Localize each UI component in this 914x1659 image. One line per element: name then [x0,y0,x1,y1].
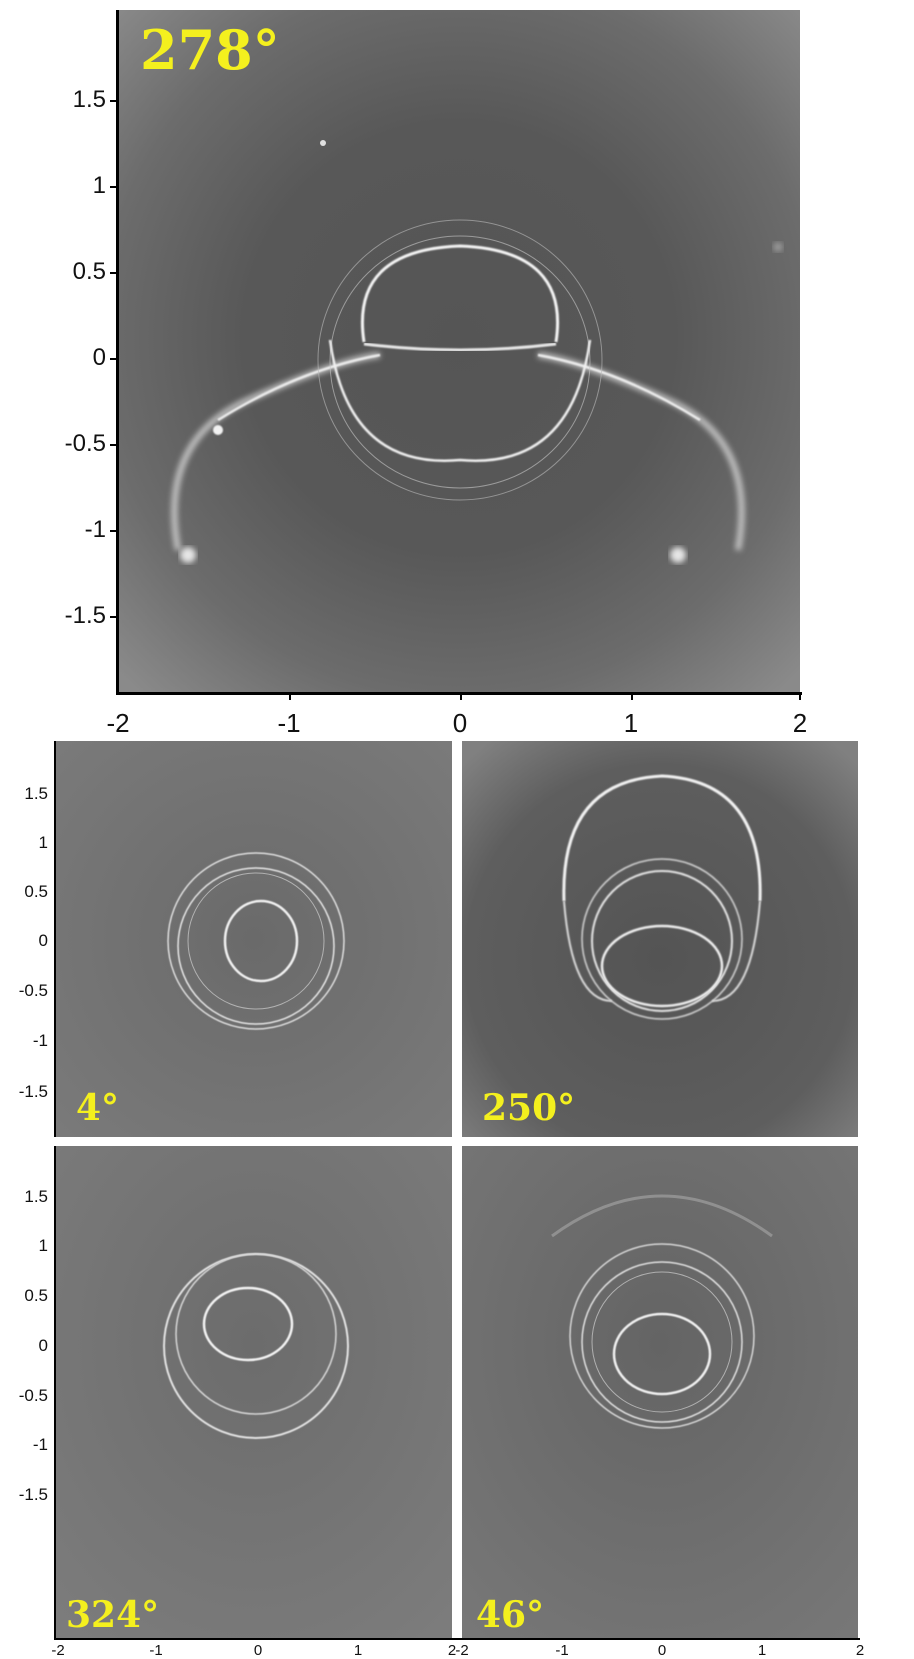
panel-250-deg-rings [462,741,858,1137]
small-x-tick-label: 1 [353,1642,363,1659]
panel-324-deg-label: 324° [66,1594,160,1636]
small-y-tick-label: -1.5 [18,1082,48,1101]
main-y-tick-label: 0 [92,344,106,371]
main-y-tick-mark [110,186,117,188]
main-x-tick-mark [289,694,291,700]
small-x-tick-label: 2 [447,1642,457,1659]
main-y-tick-mark [110,444,117,446]
small-y-tick-label: 1 [38,1236,48,1255]
small-y-tick-label: -0.5 [18,981,48,1000]
main-y-tick-label: 1.5 [72,86,106,113]
small-x-tick-label: -2 [455,1642,469,1659]
main-x-tick-label: 0 [452,708,468,738]
small-y-tick-label: 1.5 [24,1187,48,1206]
panel-250-deg: 250° [462,741,858,1137]
panel-4-deg: 4° [56,741,452,1137]
main-x-axis [116,692,802,695]
small-top-left-y-axis [54,741,56,1137]
small-x-tick-label: -2 [51,1642,65,1659]
main-y-tick-label: -0.5 [64,430,106,457]
small-x-tick-label: 2 [855,1642,865,1659]
main-y-axis [116,10,119,694]
small-x-tick-label: -1 [149,1642,163,1659]
main-x-tick-label: -2 [106,708,130,738]
panel-4-deg-label: 4° [76,1087,120,1129]
small-y-tick-label: -1.5 [18,1485,48,1504]
small-bottom-left-y-axis [54,1146,56,1640]
panel-4-deg-rings [56,741,452,1137]
small-y-tick-label: -1 [32,1031,48,1050]
small-y-tick-label: 0.5 [24,1286,48,1305]
main-y-tick-mark [110,530,117,532]
panel-46-deg-label: 46° [476,1594,545,1636]
main-image-panel: 278° [118,10,800,693]
small-y-tick-label: 0 [38,931,48,950]
main-y-tick-label: -1.5 [64,602,106,629]
panel-324-deg: 324° [56,1146,452,1640]
main-x-tick-mark [799,694,801,700]
small-y-tick-label: 0 [38,1336,48,1355]
main-y-tick-mark [110,272,117,274]
panel-46-deg-rings [462,1146,858,1640]
main-x-tick-mark [631,694,633,700]
panel-324-deg-rings [56,1146,452,1640]
small-y-tick-label: 0.5 [24,882,48,901]
small-y-tick-label: 1 [38,833,48,852]
main-y-tick-mark [110,616,117,618]
main-y-tick-mark [110,358,117,360]
panel-46-deg: 46° [462,1146,858,1640]
main-angle-label: 278° [140,18,280,82]
small-x-tick-label: -1 [555,1642,569,1659]
main-y-tick-label: 1 [92,172,106,199]
small-y-tick-label: 1.5 [24,784,48,803]
small-x-tick-label: 1 [757,1642,767,1659]
panel-250-deg-label: 250° [482,1087,576,1129]
small-y-tick-label: -0.5 [18,1386,48,1405]
small-bottom-x-axis [54,1638,860,1640]
main-image-rings [118,10,800,693]
main-x-tick-label: -1 [277,708,301,738]
main-y-tick-label: -1 [84,516,106,543]
main-x-tick-label: 1 [623,708,639,738]
small-y-tick-label: -1 [32,1435,48,1454]
small-x-tick-label: 0 [657,1642,667,1659]
main-y-tick-label: 0.5 [72,258,106,285]
main-y-tick-mark [110,100,117,102]
main-x-tick-mark [460,694,462,700]
main-x-tick-label: 2 [792,708,808,738]
small-x-tick-label: 0 [253,1642,263,1659]
